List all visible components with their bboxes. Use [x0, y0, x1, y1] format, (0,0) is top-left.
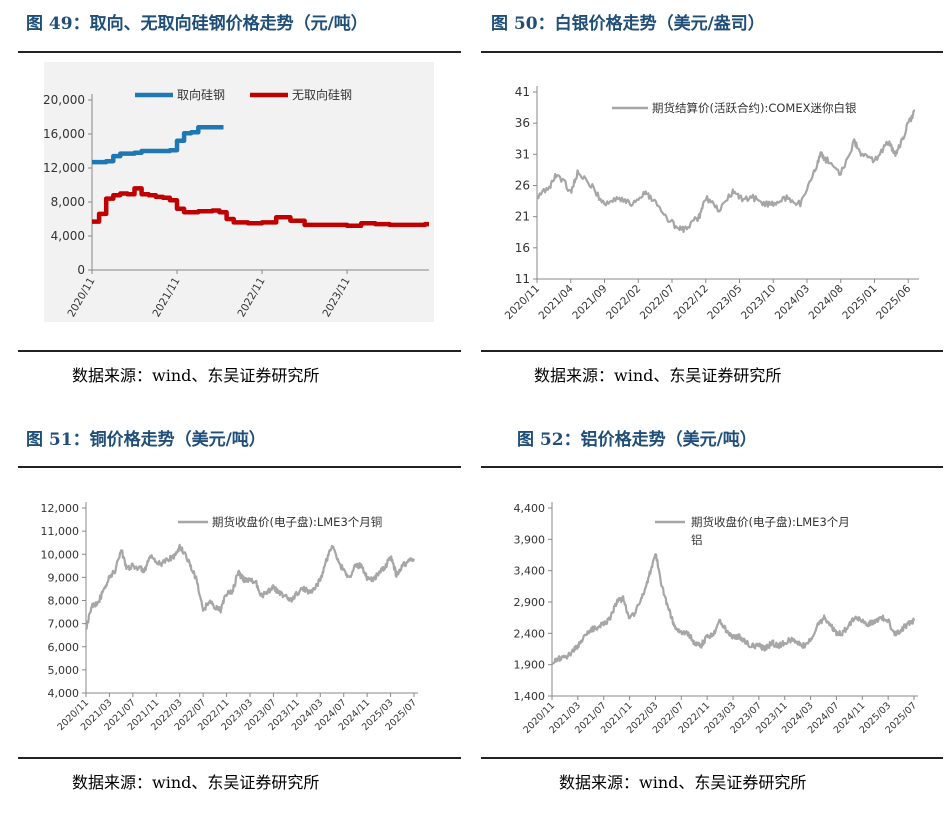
chart-50-top-rule [481, 51, 943, 53]
c49-y-tick-label: 12,000 [43, 161, 85, 175]
c50-y-tick-label: 31 [515, 147, 530, 161]
c49-y-tick-label: 4,000 [51, 229, 85, 243]
chart-52-title: 图 52：铝价格走势（美元/吨） [517, 430, 757, 450]
chart-51-top-rule [18, 466, 461, 468]
chart-49-bottom-rule [18, 350, 461, 352]
c52-y-tick-label: 2,400 [514, 627, 546, 640]
c50-y-tick-label: 21 [515, 210, 530, 224]
c50-y-tick-label: 41 [515, 85, 530, 99]
chart-52-bottom-rule [481, 757, 943, 759]
c52-y-tick-label: 3,900 [514, 533, 546, 546]
c49-legend-label-1: 无取向硅钢 [292, 87, 352, 102]
c52-y-tick-label: 3,400 [514, 565, 546, 578]
c52-y-tick-label: 1,900 [514, 659, 546, 672]
c52-legend-label-0: 期货收盘价(电子盘):LME3个月 [691, 515, 850, 529]
c51-series-line-0 [85, 543, 416, 630]
chart-50-title: 图 50：白银价格走势（美元/盎司） [491, 14, 765, 34]
c50-legend-label-0: 期货结算价(活跃合约):COMEX迷你白银 [652, 101, 857, 115]
c51-legend-label-0: 期货收盘价(电子盘):LME3个月铜 [212, 515, 382, 529]
chart-51-bottom-rule [18, 757, 461, 759]
c49-y-tick-label: 16,000 [43, 127, 85, 141]
c52-y-tick-label: 2,900 [514, 596, 546, 609]
c51-y-tick-label: 7,000 [48, 618, 80, 631]
c50-series-line-0 [536, 109, 916, 233]
c51-y-tick-label: 10,000 [41, 548, 80, 561]
c52-legend-label-0-cont: 铝 [691, 533, 703, 547]
c50-y-tick-label: 16 [515, 241, 530, 255]
c51-y-tick-label: 6,000 [48, 641, 80, 654]
chart-50-bottom-rule [481, 350, 943, 352]
chart-49-top-rule [18, 51, 461, 53]
chart-49-source: 数据来源：wind、东吴证券研究所 [72, 366, 320, 385]
chart-51-title: 图 51：铜价格走势（美元/吨） [26, 430, 266, 450]
c50-y-tick-label: 11 [515, 272, 530, 286]
c52-y-tick-label: 4,400 [514, 502, 546, 515]
c49-series-line-1 [92, 186, 429, 229]
c49-plot-background [44, 62, 434, 322]
c49-legend-label-0: 取向硅钢 [177, 87, 225, 102]
c51-y-tick-label: 9,000 [48, 571, 80, 584]
c52-y-tick-label: 1,400 [514, 690, 546, 703]
chart-52-top-rule [481, 466, 943, 468]
c50-y-tick-label: 26 [515, 179, 530, 193]
chart-49-title: 图 49：取向、无取向硅钢价格走势（元/吨） [26, 14, 368, 34]
c51-y-tick-label: 8,000 [48, 595, 80, 608]
c51-y-tick-label: 5,000 [48, 664, 80, 677]
c49-y-tick-label: 0 [77, 263, 85, 277]
c51-y-tick-label: 11,000 [41, 525, 80, 538]
c52-series-line-0 [551, 553, 916, 665]
c49-y-tick-label: 20,000 [43, 93, 85, 107]
c51-y-tick-label: 4,000 [48, 687, 80, 700]
chart-51-source: 数据来源：wind、东吴证券研究所 [72, 773, 320, 792]
c49-series-line-0 [92, 124, 224, 165]
chart-50-source: 数据来源：wind、东吴证券研究所 [534, 366, 782, 385]
c50-y-tick-label: 36 [515, 116, 530, 130]
c51-y-tick-label: 12,000 [41, 502, 80, 515]
c49-y-tick-label: 8,000 [51, 195, 85, 209]
chart-52-source: 数据来源：wind、东吴证券研究所 [559, 773, 807, 792]
